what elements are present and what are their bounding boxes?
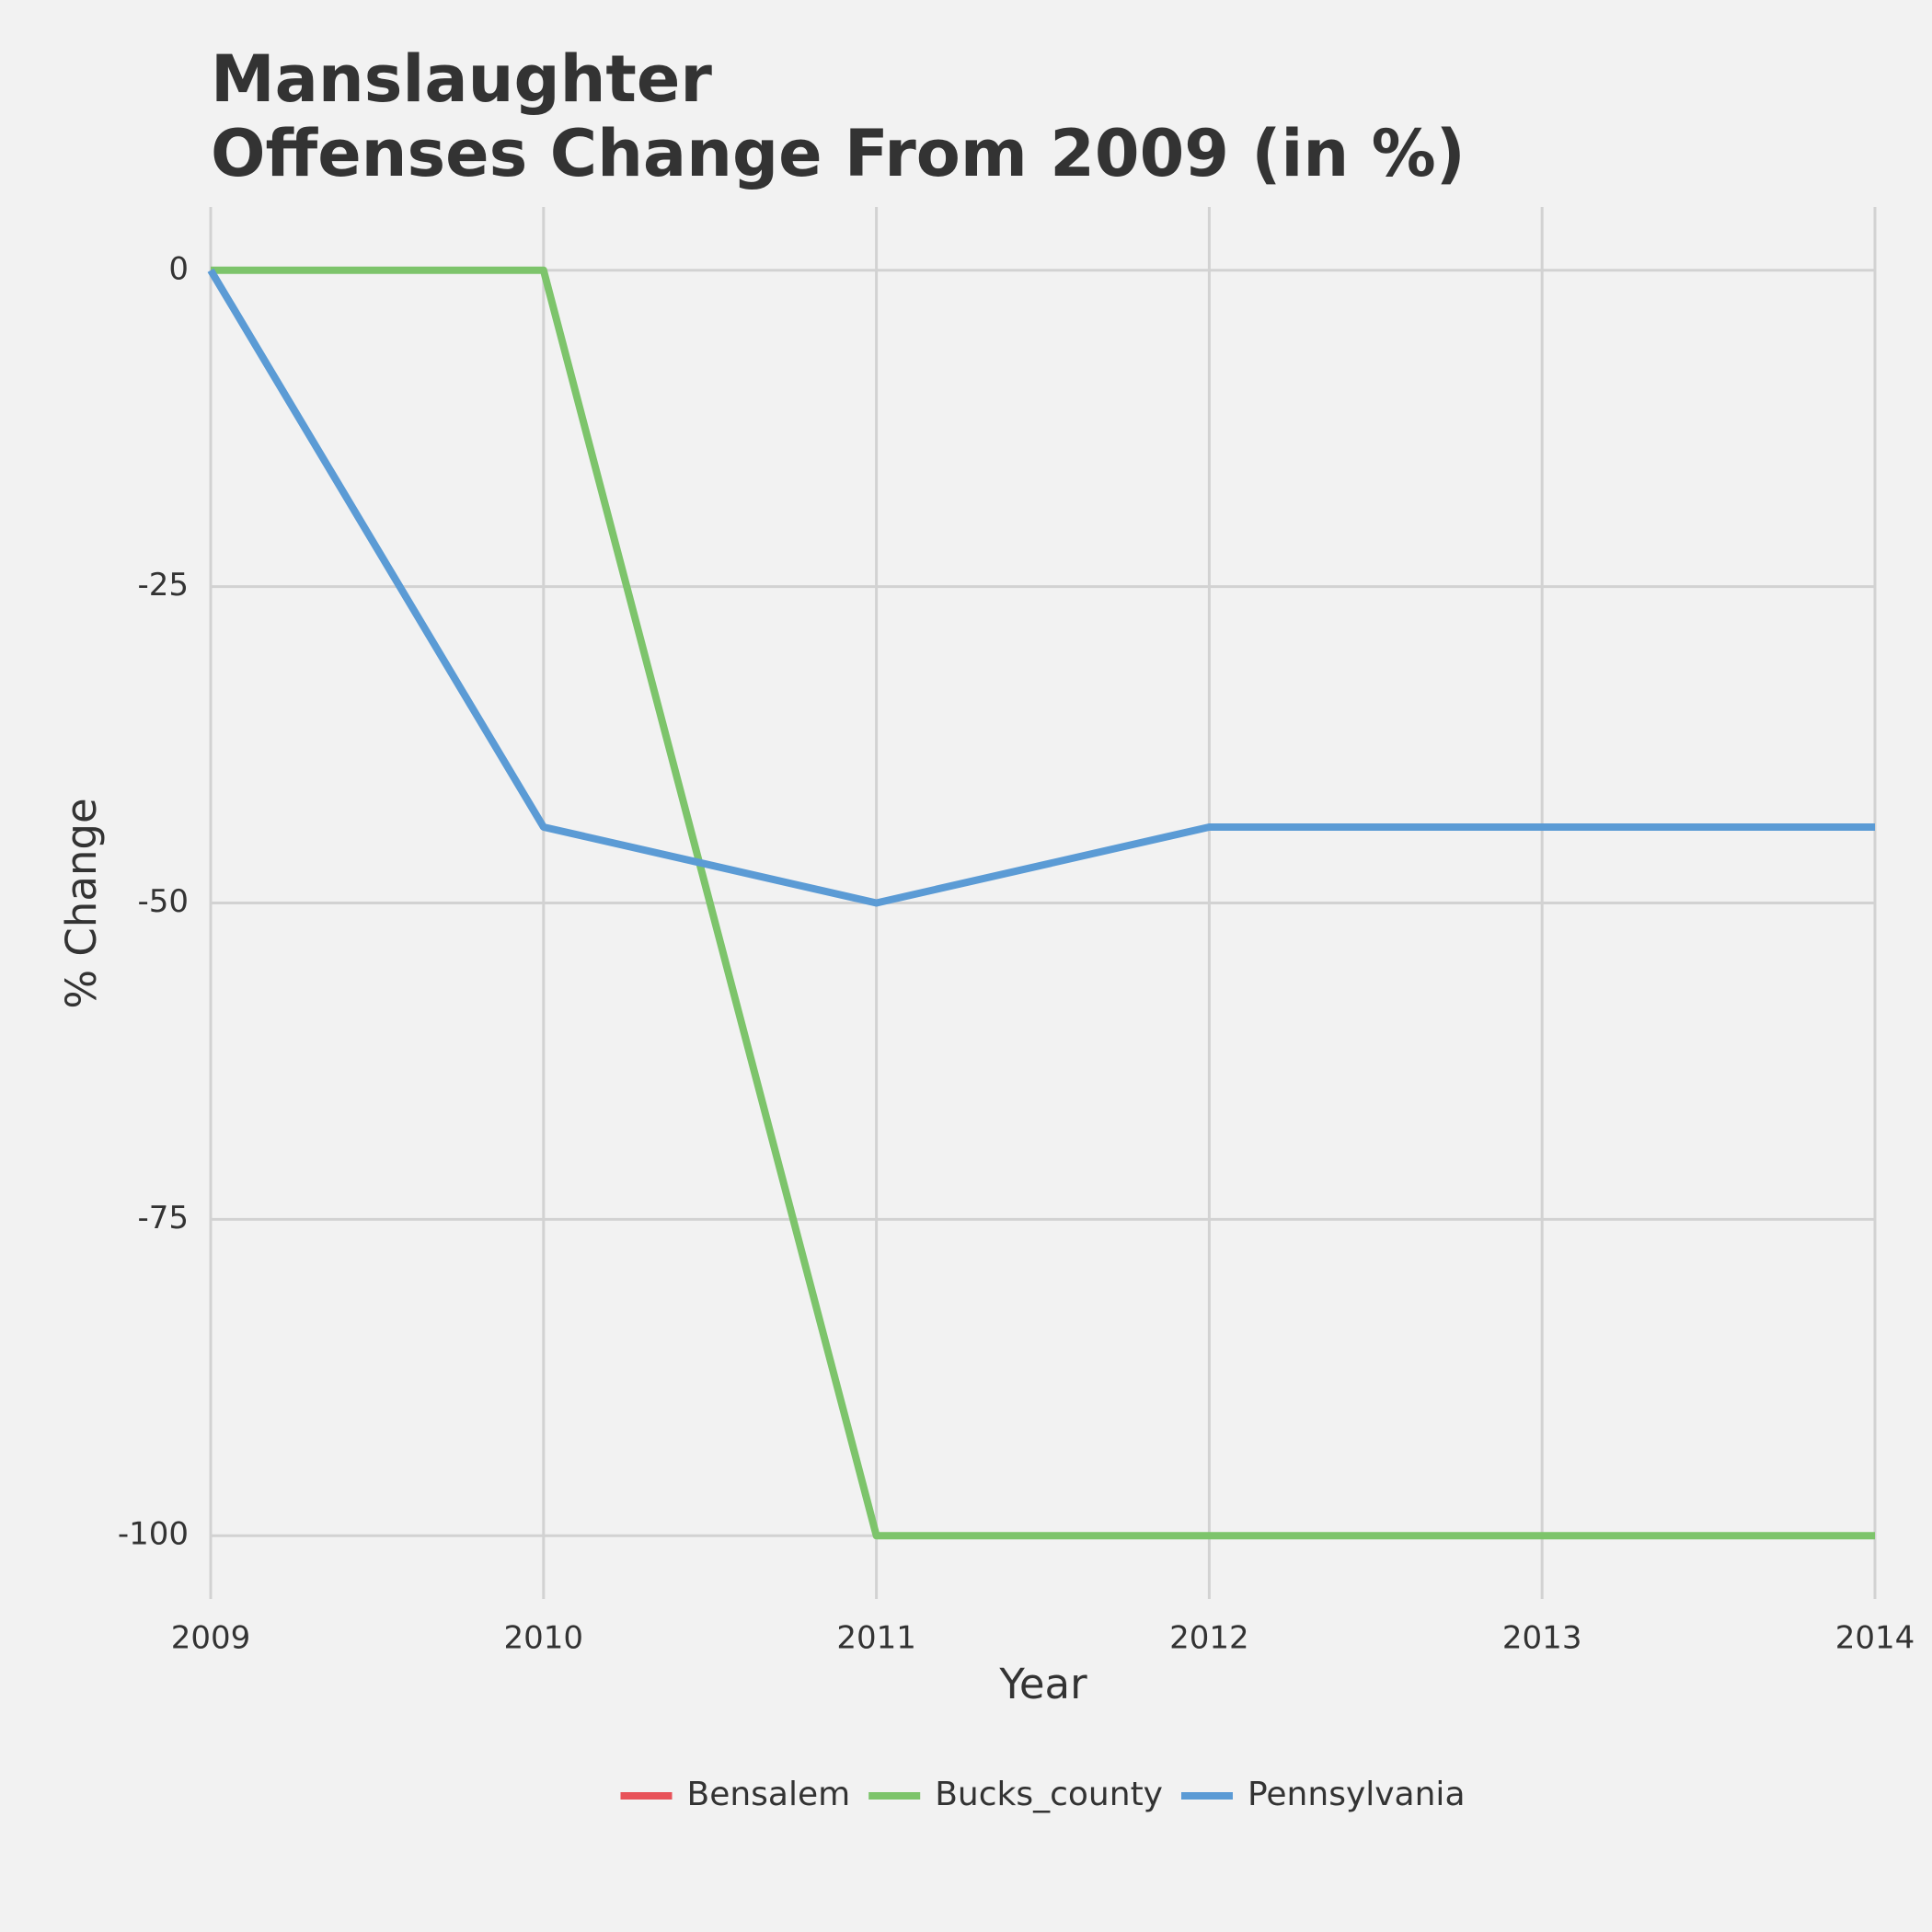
y-tick-label: -50: [137, 883, 189, 920]
x-axis-title: Year: [998, 1660, 1087, 1708]
chart-subtitle: Offenses Change From 2009 (in %): [211, 116, 1466, 191]
y-axis-title: % Change: [57, 798, 106, 1008]
x-tick-label: 2012: [1169, 1620, 1249, 1657]
y-tick-label: 0: [168, 250, 189, 287]
legend-label: Pennsylvania: [1248, 1776, 1466, 1813]
y-tick-label: -100: [118, 1516, 189, 1553]
x-tick-label: 2011: [836, 1620, 916, 1657]
x-tick-label: 2013: [1502, 1620, 1582, 1657]
y-tick-label: -75: [137, 1200, 189, 1236]
x-tick-label: 2009: [171, 1620, 251, 1657]
legend-label: Bucks_county: [935, 1776, 1163, 1813]
series-line: [211, 266, 1875, 1540]
legend-label: Bensalem: [687, 1776, 851, 1813]
y-tick-label: -25: [137, 567, 189, 604]
x-tick-label: 2010: [504, 1620, 584, 1657]
series-line: [207, 268, 1875, 907]
chart-title: Manslaughter: [211, 41, 712, 117]
x-tick-label: 2014: [1835, 1620, 1915, 1657]
legend: Bensalem Bucks_county Pennsylvania: [620, 1776, 1466, 1813]
